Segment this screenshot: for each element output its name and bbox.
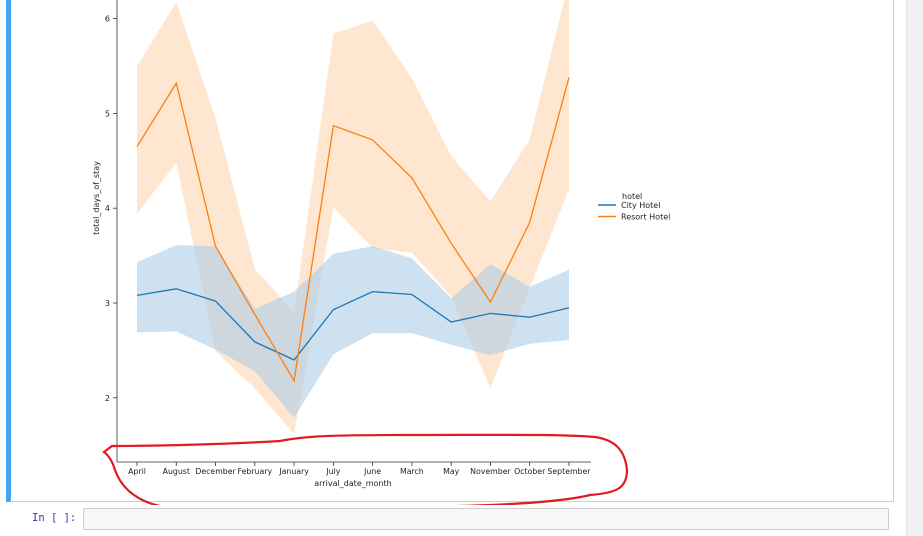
resort-hotel-ci-band	[137, 0, 569, 434]
series-lines	[136, 77, 570, 383]
legend-label: Resort Hotel	[621, 213, 670, 222]
scrollbar[interactable]	[906, 0, 923, 536]
city-hotel-line	[136, 288, 570, 361]
x-tick-label: August	[163, 467, 190, 476]
code-input-cell[interactable]	[83, 508, 889, 530]
legend-label: City Hotel	[621, 201, 660, 210]
x-tick-label: September	[547, 467, 591, 476]
x-tick-label: January	[278, 467, 309, 476]
x-tick-label: July	[325, 467, 340, 476]
x-tick-label: November	[470, 467, 511, 476]
axes: 2 3 4 5 6 April August December February January J…	[105, 0, 591, 476]
x-tick-label: May	[443, 467, 460, 476]
y-axis-label: total_days_of_stay	[92, 161, 101, 235]
line-chart: 2 3 4 5 6 April August December February January J…	[92, 0, 670, 505]
x-tick-label: April	[128, 467, 146, 476]
resort-hotel-line	[136, 77, 570, 383]
y-tick-label: 5	[105, 109, 110, 118]
y-tick-label: 4	[105, 204, 110, 213]
cell-selection-bar	[6, 0, 11, 502]
x-tick-label: December	[195, 467, 236, 476]
legend-title: hotel	[622, 192, 642, 201]
input-prompt: In [ ]:	[32, 512, 77, 524]
ci-bands	[137, 0, 569, 434]
y-tick-label: 3	[105, 299, 110, 308]
x-tick-label: February	[238, 467, 273, 476]
x-tick-label: October	[514, 467, 546, 476]
output-cell	[10, 0, 894, 502]
city-hotel-ci-band	[137, 245, 569, 418]
x-tick-label: March	[400, 467, 424, 476]
y-tick-label: 2	[105, 394, 110, 403]
x-axis-label: arrival_date_month	[314, 479, 391, 488]
x-tick-label: June	[363, 467, 381, 476]
y-tick-label: 6	[105, 15, 110, 24]
red-annotation-circle	[102, 433, 629, 505]
